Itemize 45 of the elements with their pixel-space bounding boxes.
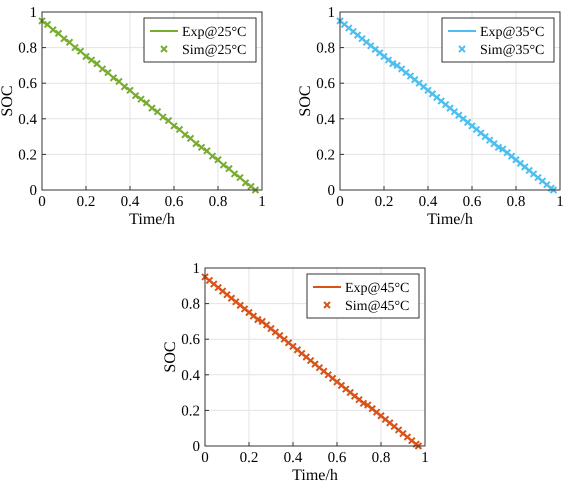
x-tick-label: 0.4	[284, 450, 303, 466]
y-tick-label: 1	[192, 261, 200, 277]
y-tick-label: 0.6	[316, 76, 336, 92]
y-tick-label: 0.6	[181, 332, 200, 348]
x-axis-title: Time/h	[129, 211, 175, 228]
legend-label: Exp@35°C	[480, 25, 544, 40]
point	[251, 186, 260, 194]
legend-label: Exp@45°C	[345, 281, 410, 296]
x-tick-label: 1	[556, 194, 564, 210]
legend-label: Sim@35°C	[480, 43, 544, 58]
x-tick-label: 1	[421, 450, 429, 466]
x-tick-label: 0.4	[120, 194, 140, 210]
y-tick-label: 0.8	[316, 40, 335, 57]
y-tick-label: 0.2	[316, 147, 335, 164]
x-tick-label: 0.8	[506, 194, 526, 210]
y-tick-label: 0.4	[316, 112, 336, 128]
x-tick-label: 0.6	[164, 194, 184, 210]
y-axis-title: SOC	[162, 341, 179, 373]
x-axis-title: Time/h	[427, 211, 473, 228]
y-tick-label: 0	[30, 183, 37, 199]
x-tick-label: 0.2	[240, 450, 258, 466]
legend-label: Sim@45°C	[345, 299, 410, 314]
y-tick-label: 0	[328, 183, 335, 199]
x-tick-label: 0.2	[76, 194, 96, 210]
legend-label: Exp@25°C	[182, 25, 246, 40]
x-tick-label: 0.6	[462, 194, 482, 210]
y-tick-label: 0.2	[181, 403, 200, 420]
y-axis-title: SOC	[0, 85, 16, 117]
y-tick-label: 0.4	[18, 112, 38, 128]
y-tick-label: 0.8	[181, 296, 200, 313]
x-tick-label: 0.8	[208, 194, 228, 210]
y-axis-title: SOC	[297, 85, 314, 117]
y-tick-label: 0	[192, 439, 200, 455]
x-tick-label: 0.2	[374, 194, 394, 210]
x-tick-label: 0.8	[372, 450, 390, 466]
y-tick-label: 0.2	[18, 147, 37, 164]
x-axis-title: Time/h	[292, 467, 338, 484]
y-tick-label: 0.8	[18, 40, 37, 57]
y-tick-label: 0.6	[18, 76, 38, 92]
y-tick-label: 1	[328, 5, 335, 21]
y-tick-label: 1	[30, 5, 37, 21]
y-tick-label: 0.4	[181, 368, 200, 384]
x-tick-label: 0.4	[418, 194, 438, 210]
legend-label: Sim@25°C	[182, 43, 246, 58]
x-tick-label: 1	[258, 194, 266, 210]
